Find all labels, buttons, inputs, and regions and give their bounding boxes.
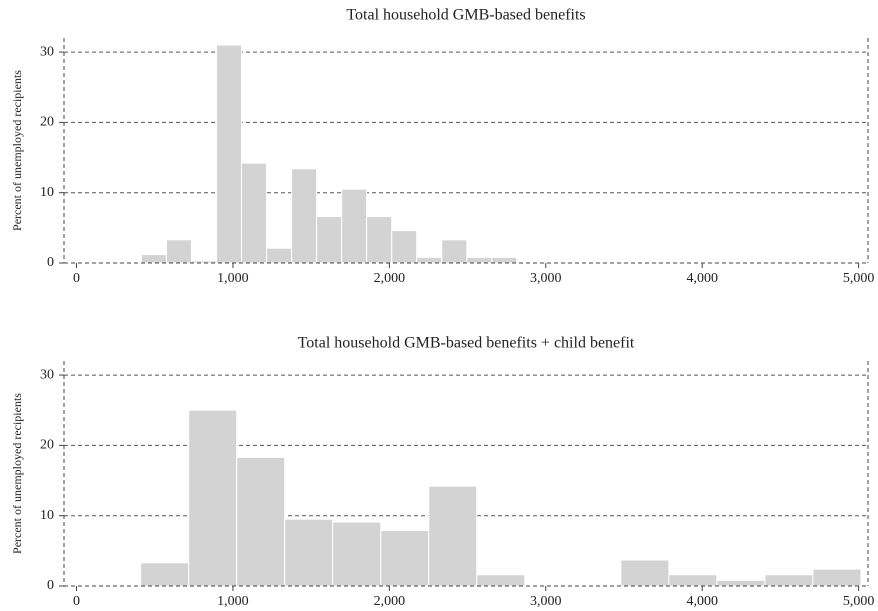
bar bbox=[165, 239, 192, 264]
y-tick-label: 0 bbox=[47, 578, 54, 593]
x-tick-label: 3,000 bbox=[530, 594, 562, 609]
bar bbox=[140, 254, 167, 264]
x-tick-label: 5,000 bbox=[843, 594, 875, 609]
y-axis-label: Percent of unemployed recipients bbox=[10, 70, 24, 231]
bar bbox=[620, 559, 670, 587]
y-axis-label: Percent of unemployed recipients bbox=[10, 393, 24, 554]
chart-title: Total household GMB-based benefits + chi… bbox=[298, 335, 635, 352]
y-tick-label: 10 bbox=[40, 185, 54, 200]
bar bbox=[291, 168, 318, 264]
x-tick-label: 5,000 bbox=[843, 271, 875, 286]
bar bbox=[391, 230, 418, 264]
y-tick-label: 30 bbox=[40, 44, 54, 59]
bar bbox=[241, 162, 268, 264]
bar bbox=[416, 256, 443, 264]
bar bbox=[428, 485, 478, 587]
chart-title: Total household GMB-based benefits bbox=[346, 7, 585, 24]
y-tick-label: 20 bbox=[40, 115, 54, 130]
y-tick-label: 20 bbox=[40, 438, 54, 453]
x-tick-label: 1,000 bbox=[217, 271, 249, 286]
bar bbox=[812, 568, 862, 587]
bar bbox=[341, 188, 368, 264]
bar bbox=[284, 518, 334, 587]
bar bbox=[476, 574, 526, 587]
x-tick-label: 4,000 bbox=[686, 594, 718, 609]
y-tick-label: 0 bbox=[47, 255, 54, 270]
bar bbox=[466, 256, 493, 264]
bar bbox=[441, 239, 468, 264]
y-tick-label: 30 bbox=[40, 367, 54, 382]
bar bbox=[188, 409, 238, 587]
x-tick-label: 0 bbox=[73, 594, 80, 609]
bar bbox=[491, 256, 518, 264]
y-tick-label: 10 bbox=[40, 508, 54, 523]
bar bbox=[764, 574, 814, 587]
bar bbox=[216, 44, 243, 264]
x-tick-label: 0 bbox=[73, 271, 80, 286]
bar bbox=[316, 216, 343, 264]
x-tick-label: 3,000 bbox=[530, 271, 562, 286]
bar bbox=[716, 579, 766, 587]
bar bbox=[236, 456, 286, 587]
bar bbox=[332, 521, 382, 587]
bar bbox=[366, 216, 393, 264]
bar bbox=[140, 562, 190, 587]
bar bbox=[266, 247, 293, 264]
x-tick-label: 2,000 bbox=[374, 271, 406, 286]
x-tick-label: 1,000 bbox=[217, 594, 249, 609]
x-tick-label: 2,000 bbox=[374, 594, 406, 609]
x-tick-label: 4,000 bbox=[686, 271, 718, 286]
bar bbox=[380, 529, 430, 587]
bar bbox=[668, 574, 718, 587]
